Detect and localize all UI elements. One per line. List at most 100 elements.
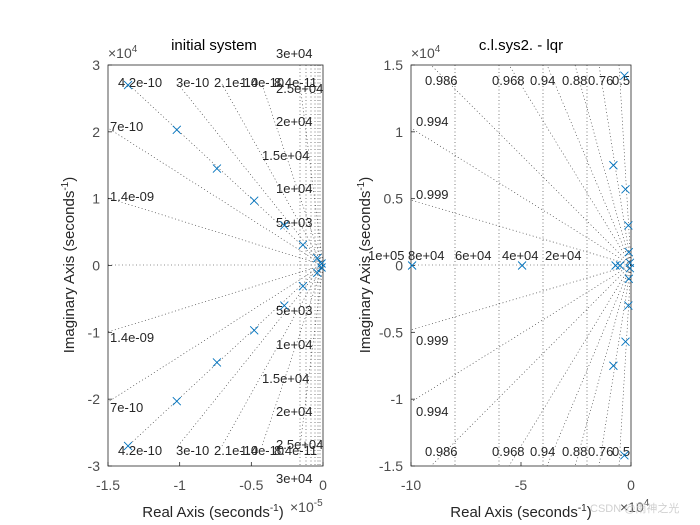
damping-label: 8.4e-11 [274,75,317,90]
pole-marker [611,261,620,270]
frequency-label: 4e+04 [502,248,539,263]
pole-marker [624,301,633,310]
damping-label: 8.4e-11 [274,443,317,458]
watermark: CSDN @雨神之光 [590,501,679,515]
y-tick-label: 3 [92,57,100,73]
frequency-label: 1e+04 [276,337,313,352]
frequency-label: 5e+03 [276,303,313,318]
x-tick-label: -1.5 [96,477,120,493]
damping-label: 7e-10 [110,119,143,134]
y-tick-label: 1.5 [384,57,404,73]
damping-ray [410,264,632,403]
damping-ray [618,64,632,266]
pole-marker [249,326,259,335]
pole-marker [279,221,289,230]
damping-ray [508,64,632,266]
damping-ray [261,83,324,266]
damping-label: 4.2e-10 [118,443,162,458]
pole-marker [620,71,629,81]
sgrid [410,64,632,467]
y-tick-label: 1 [92,191,100,207]
damping-ray [618,264,632,467]
pole-marker [249,196,259,205]
frequency-label: 2.5e+04 [276,437,323,452]
pole-marker [620,450,629,460]
damping-label: 0.94 [530,73,555,88]
damping-ray [107,264,324,403]
pole-marker [609,361,618,371]
frequency-label: 1e+05 [368,248,405,263]
damping-label: 0.88 [562,444,587,459]
pole-marker [172,125,182,135]
damping-ray [107,264,324,333]
pole-marker [609,160,618,170]
damping-ray [410,127,632,266]
pole-marker [212,358,222,367]
y-tick-label: -0.5 [379,324,403,340]
damping-labels: 4.2e-10 3e-10 2.1e-10 1.4e-10 8.4e-11 7e… [110,75,317,458]
pole-marker [123,80,133,90]
frequency-label: 8e+04 [408,248,445,263]
pole-marker [621,184,630,194]
pole-marker [298,240,308,250]
damping-label: 0.76 [588,444,613,459]
pole-marker [317,263,326,272]
damping-label: 0.5 [612,73,630,88]
chart-title: initial system [171,37,257,54]
damping-label: 0.986 [425,444,458,459]
damping-ray [598,264,632,467]
damping-ray [177,264,324,447]
x-tick-label: 0 [319,477,327,493]
damping-ray [107,127,324,266]
frequency-labels: 1e+05 8e+04 6e+04 4e+04 2e+04 [368,248,582,263]
chart-title: c.l.sys2. - lqr [479,37,563,54]
pole-marker [625,263,635,273]
y-tick-label: -1.5 [379,458,403,474]
y-tick-label: 0 [395,258,403,274]
pole-marker [621,337,630,347]
y-tick-label: -3 [88,458,101,474]
damping-label: 1.4e-09 [110,330,154,345]
frequency-label: 2e+04 [276,404,313,419]
damping-ray [177,83,324,266]
frequency-label: 2e+04 [545,248,582,263]
frequency-label: 2e+04 [276,114,313,129]
damping-label: 0.999 [416,187,449,202]
frequency-label: 2.5e+04 [276,81,323,96]
pole-marker [317,259,326,268]
pole-marker [615,261,625,270]
damping-ray [574,264,632,467]
pole-marker [298,281,308,291]
y-tick-label: -1 [88,324,101,340]
frequency-label: 3e+04 [276,46,313,61]
pole-marker [172,396,182,406]
x-ticks: -10 -5 0 [401,462,635,493]
damping-ray [299,264,324,447]
damping-ray [410,264,632,331]
x-tick-label: -5 [515,477,528,493]
damping-label: 0.994 [416,404,449,419]
frequency-label: 1.5e+04 [262,371,309,386]
pole-marker [312,253,322,263]
damping-ray [430,64,632,266]
frequency-label: 1.5e+04 [262,148,309,163]
x-tick-label: -0.5 [239,477,263,493]
damping-ray [299,83,324,266]
pzmap-initial-system: initial system 4.2e- [60,37,327,521]
pole-marker [624,221,633,230]
frequency-label: 6e+04 [455,248,492,263]
damping-label: 0.88 [562,73,587,88]
pzmap-closed-loop-lqr: c.l.sys2. - lqr 0.986 0. [356,37,650,521]
damping-ray [127,83,324,266]
damping-label: 0.968 [492,444,525,459]
damping-ray [261,264,324,447]
pole-markers [123,80,326,451]
pole-marker [123,441,133,451]
frequency-label: 1e+04 [276,181,313,196]
damping-label: 1.4e-09 [110,189,154,204]
damping-label: 0.968 [492,73,525,88]
x-tick-label: -10 [401,477,421,493]
y-tick-label: 2 [92,124,100,140]
damping-ray [546,264,632,467]
